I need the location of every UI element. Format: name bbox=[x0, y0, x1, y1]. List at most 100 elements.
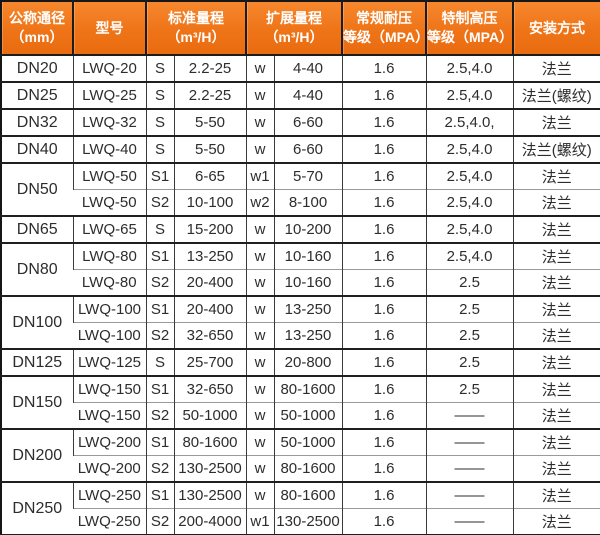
cell-s: S2 bbox=[145, 269, 174, 296]
cell-w: w bbox=[245, 269, 274, 296]
cell-special: 2.5 bbox=[425, 295, 513, 323]
cell-install: 法兰 bbox=[512, 428, 600, 456]
header-regular-pressure-line1: 常规耐压 bbox=[356, 10, 412, 27]
cell-regular: 1.6 bbox=[341, 348, 426, 376]
cell-dn: DN50 bbox=[1, 162, 73, 216]
cell-ext: 6-60 bbox=[273, 108, 342, 136]
cell-special: —— bbox=[425, 481, 513, 509]
cell-dn: DN20 bbox=[16, 59, 58, 77]
cell-ext: 50-1000 bbox=[273, 428, 342, 456]
cell-install: 法兰 bbox=[512, 508, 600, 535]
cell-dn: DN100 bbox=[1, 295, 73, 349]
cell-model: LWQ-50 bbox=[72, 162, 146, 190]
cell-model: LWQ-20 bbox=[72, 55, 146, 82]
cell-install: 法兰 bbox=[512, 269, 600, 296]
header-nominal-diameter: 公称通径 （mm） bbox=[1, 1, 73, 56]
cell-special: —— bbox=[425, 508, 513, 535]
cell-std: 6-65 bbox=[173, 162, 246, 190]
table-row: LWQ-150 S2 50-1000 w 50-1000 1.6 —— 法兰 bbox=[1, 402, 600, 429]
cell-model: LWQ-150 bbox=[73, 402, 146, 429]
cell-install: 法兰(螺纹) bbox=[512, 135, 600, 163]
table-row: LWQ-100 S2 32-650 w 13-250 1.6 2.5 法兰 bbox=[1, 322, 600, 349]
cell-std: 5-50 bbox=[173, 108, 246, 136]
cell-s: S bbox=[145, 81, 174, 109]
cell-special: —— bbox=[425, 428, 513, 456]
cell-w: w bbox=[245, 242, 274, 270]
cell-regular: 1.6 bbox=[341, 402, 426, 429]
header-standard-range-line1: 标准量程 bbox=[168, 10, 224, 27]
header-nominal-diameter-line1: 公称通径 bbox=[9, 10, 65, 27]
table-row: DN125 LWQ-125 S 25-700 w 20-800 1.6 2.5 法兰 bbox=[1, 348, 600, 376]
cell-w: w bbox=[245, 215, 274, 243]
cell-std: 15-200 bbox=[173, 215, 246, 243]
cell-model: LWQ-250 bbox=[72, 481, 146, 509]
cell-s: S bbox=[145, 215, 174, 243]
header-special-pressure: 特制高压 等级（MPA） bbox=[425, 1, 513, 56]
cell-special: —— bbox=[425, 455, 513, 482]
cell-w: w bbox=[245, 81, 274, 109]
cell-std: 20-400 bbox=[173, 269, 246, 296]
cell-ext: 10-160 bbox=[273, 242, 342, 270]
cell-ext: 4-40 bbox=[273, 55, 342, 82]
cell-regular: 1.6 bbox=[341, 162, 426, 190]
cell-special: 2.5,4.0 bbox=[425, 215, 513, 243]
cell-std: 2.2-25 bbox=[173, 55, 246, 82]
cell-model: LWQ-65 bbox=[72, 215, 146, 243]
spec-table-header: 公称通径 （mm） 型号 标准量程 （m³/H） 扩展量程 （m³/H） 常规耐… bbox=[1, 1, 600, 56]
cell-model: LWQ-40 bbox=[72, 135, 146, 163]
cell-install: 法兰 bbox=[512, 108, 600, 136]
header-standard-range: 标准量程 （m³/H） bbox=[145, 1, 246, 56]
cell-regular: 1.6 bbox=[341, 481, 426, 509]
cell-w: w1 bbox=[245, 508, 274, 535]
cell-model: LWQ-25 bbox=[72, 81, 146, 109]
cell-s: S1 bbox=[145, 295, 174, 323]
cell-regular: 1.6 bbox=[341, 322, 426, 349]
cell-regular: 1.6 bbox=[341, 108, 426, 136]
table-row: LWQ-50 S2 10-100 w2 8-100 1.6 2.5,4.0 法兰 bbox=[1, 189, 600, 216]
cell-regular: 1.6 bbox=[341, 215, 426, 243]
cell-w: w bbox=[245, 135, 274, 163]
table-row: LWQ-200 S2 130-2500 w 80-1600 1.6 —— 法兰 bbox=[1, 455, 600, 482]
header-extended-range: 扩展量程 （m³/H） bbox=[245, 1, 342, 56]
header-model: 型号 bbox=[72, 1, 146, 56]
cell-install: 法兰 bbox=[512, 402, 600, 429]
cell-std: 2.2-25 bbox=[173, 81, 246, 109]
cell-std: 80-1600 bbox=[173, 428, 246, 456]
header-installation: 安装方式 bbox=[512, 1, 600, 56]
cell-std: 5-50 bbox=[173, 135, 246, 163]
cell-regular: 1.6 bbox=[341, 295, 426, 323]
header-regular-pressure-line2: 等级（MPA） bbox=[343, 29, 430, 45]
cell-special: 2.5,4.0 bbox=[425, 162, 513, 190]
cell-ext: 10-160 bbox=[273, 269, 342, 296]
cell-ext: 80-1600 bbox=[273, 481, 342, 509]
cell-w: w bbox=[245, 322, 274, 349]
cell-regular: 1.6 bbox=[341, 269, 426, 296]
header-row: 公称通径 （mm） 型号 标准量程 （m³/H） 扩展量程 （m³/H） 常规耐… bbox=[1, 1, 600, 56]
cell-special: 2.5,4.0 bbox=[425, 189, 513, 216]
cell-w: w bbox=[245, 402, 274, 429]
table-row: DN100 LWQ-100 S1 20-400 w 13-250 1.6 2.5 法兰 bbox=[1, 295, 600, 349]
cell-install: 法兰 bbox=[512, 348, 600, 376]
cell-install: 法兰 bbox=[512, 481, 600, 509]
cell-std: 20-400 bbox=[173, 295, 246, 323]
cell-model: LWQ-200 bbox=[73, 455, 146, 482]
cell-dn: DN125 bbox=[1, 348, 73, 376]
cell-dn: DN150 bbox=[1, 375, 73, 429]
cell-dn: DN40 bbox=[1, 135, 73, 163]
cell-regular: 1.6 bbox=[341, 455, 426, 482]
spec-table-body: DN20 LWQ-20 S 2.2-25 w 4-40 1.6 2.5,4.0 法兰 DN25 LW… bbox=[1, 55, 600, 535]
table-row: LWQ-80 S2 20-400 w 10-160 1.6 2.5 法兰 bbox=[1, 269, 600, 296]
cell-special: 2.5,4.0 bbox=[425, 55, 513, 82]
cell-special: 2.5,4.0, bbox=[425, 108, 513, 136]
header-extended-range-line1: 扩展量程 bbox=[266, 10, 322, 27]
cell-w: w bbox=[245, 295, 274, 323]
cell-dn: DN65 bbox=[1, 215, 73, 243]
header-extended-range-line2: （m³/H） bbox=[264, 29, 324, 45]
cell-special: 2.5 bbox=[425, 348, 513, 376]
cell-w: w bbox=[245, 375, 274, 403]
header-nominal-diameter-line2: （mm） bbox=[10, 29, 64, 45]
cell-ext: 6-60 bbox=[273, 135, 342, 163]
cell-model: LWQ-200 bbox=[72, 428, 146, 456]
cell-dn: DN250 bbox=[1, 481, 73, 535]
cell-special: 2.5,4.0 bbox=[425, 242, 513, 270]
